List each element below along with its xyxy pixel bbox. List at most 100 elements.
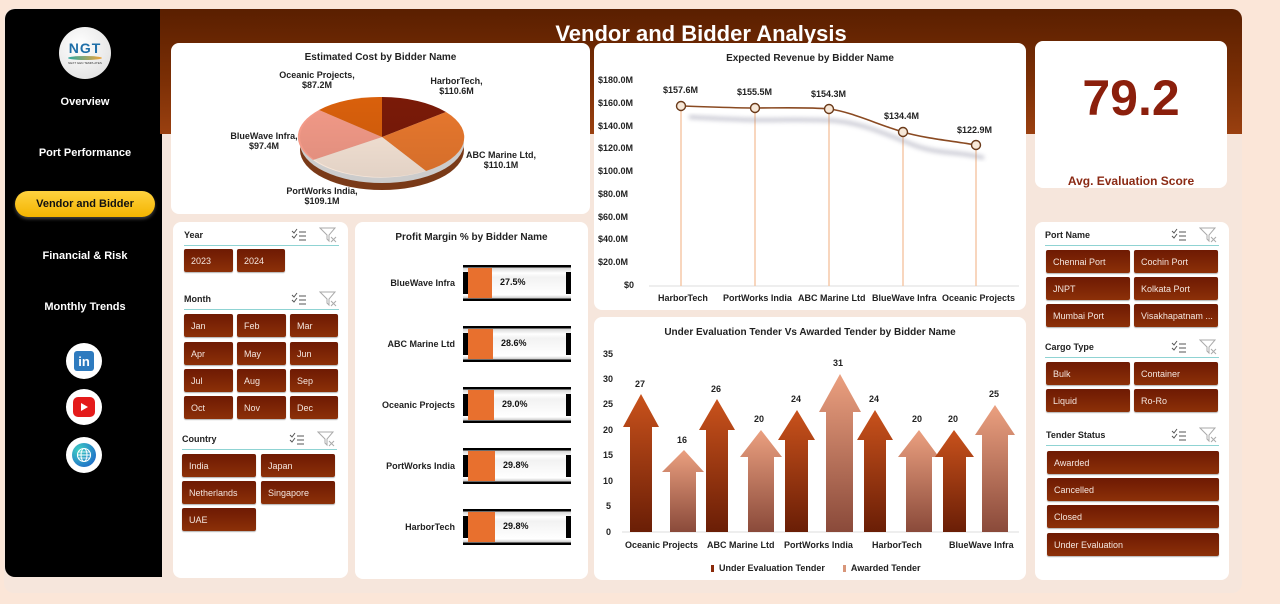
slicer-title-cargo: Cargo Type — [1045, 342, 1094, 352]
slicer-item[interactable]: Nov — [237, 396, 286, 419]
globe-icon — [72, 443, 96, 467]
x-tick: ABC Marine Ltd — [798, 293, 866, 303]
clear-filter-icon[interactable] — [1199, 427, 1217, 443]
slicer-item[interactable]: 2024 — [237, 249, 285, 272]
pie-label-harbortech: HarborTech, $110.6M — [430, 76, 483, 96]
data-label: 25 — [989, 389, 1000, 399]
logo-tagline: NEXT GEN TEMPLATES — [68, 61, 102, 65]
slicer-item[interactable]: Singapore — [261, 481, 335, 504]
slicer-item[interactable]: Mumbai Port — [1046, 304, 1130, 327]
data-label: $155.5M — [737, 87, 773, 97]
expected-revenue-line-card: Expected Revenue by Bidder Name $180.0M … — [594, 43, 1026, 310]
nav-vendor-and-bidder[interactable]: Vendor and Bidder — [15, 191, 155, 217]
multi-select-icon[interactable] — [289, 432, 305, 446]
clear-filter-icon[interactable] — [319, 291, 337, 307]
slicer-item[interactable]: Japan — [261, 454, 335, 477]
multi-select-icon[interactable] — [1171, 428, 1187, 442]
slicer-item[interactable]: Bulk — [1046, 362, 1130, 385]
slicer-item[interactable]: Jun — [290, 342, 338, 365]
y-tick: 25 — [603, 399, 614, 409]
data-label: 26 — [711, 384, 722, 394]
kpi-label: Avg. Evaluation Score — [1067, 174, 1195, 188]
tender-comparison-card: Under Evaluation Tender Vs Awarded Tende… — [594, 317, 1026, 580]
linkedin-button[interactable]: in — [66, 343, 102, 379]
x-tick: Oceanic Projects — [625, 540, 699, 550]
y-tick: 20 — [603, 425, 614, 435]
slicer-item[interactable]: Feb — [237, 314, 286, 337]
slicer-item[interactable]: Ro-Ro — [1134, 389, 1218, 412]
y-tick: $160.0M — [598, 98, 634, 108]
kpi-value: 79.2 — [1082, 70, 1180, 126]
clear-filter-icon[interactable] — [317, 431, 335, 447]
slicer-item[interactable]: Closed — [1047, 505, 1219, 528]
slicer-item[interactable]: Oct — [184, 396, 233, 419]
slicer-item[interactable]: Awarded — [1047, 451, 1219, 474]
clear-filter-icon[interactable] — [1199, 339, 1217, 355]
slicer-item[interactable]: Sep — [290, 369, 338, 392]
slicer-item[interactable]: 2023 — [184, 249, 233, 272]
pie-label-portworks: PortWorks India, $109.1M — [286, 186, 358, 206]
left-slicers-card: Year 2023 2024 Month Jan Feb Mar Apr May… — [173, 222, 348, 578]
nav-label: Monthly Trends — [44, 301, 126, 313]
slicer-item[interactable]: May — [237, 342, 286, 365]
data-label: $134.4M — [884, 111, 920, 121]
progress-bar: 29.8% — [463, 509, 571, 545]
data-label: 24 — [869, 394, 880, 404]
x-tick: PortWorks India — [723, 293, 792, 303]
multi-select-icon[interactable] — [1171, 228, 1187, 242]
data-label: $157.6M — [663, 85, 699, 95]
nav-monthly-trends[interactable]: Monthly Trends — [15, 294, 155, 320]
nav-financial-risk[interactable]: Financial & Risk — [15, 243, 155, 269]
slicer-item[interactable]: JNPT — [1046, 277, 1130, 300]
slicer-item[interactable]: Liquid — [1046, 389, 1130, 412]
x-tick: Oceanic Projects — [942, 293, 1016, 303]
slicer-title-month: Month — [184, 294, 211, 304]
profit-margin-card: Profit Margin % by Bidder Name BlueWave … — [355, 222, 588, 579]
youtube-icon — [73, 397, 95, 417]
nav-port-performance[interactable]: Port Performance — [15, 140, 155, 166]
slicer-item[interactable]: Apr — [184, 342, 233, 365]
slicer-item[interactable]: Visakhapatnam ... — [1134, 304, 1218, 327]
slicer-item[interactable]: Chennai Port — [1046, 250, 1130, 273]
slicer-item[interactable]: Jan — [184, 314, 233, 337]
y-tick: $40.0M — [598, 234, 629, 244]
x-tick: BlueWave Infra — [949, 540, 1014, 550]
progress-bar: 28.6% — [463, 326, 571, 362]
x-tick: BlueWave Infra — [872, 293, 937, 303]
y-tick: $140.0M — [598, 121, 634, 131]
multi-select-icon[interactable] — [1171, 340, 1187, 354]
legend-item-awarded: Awarded Tender — [842, 563, 921, 573]
website-button[interactable] — [66, 437, 102, 473]
slicer-item[interactable]: UAE — [182, 508, 256, 531]
chart-legend: Under Evaluation Tender Awarded Tender — [711, 563, 921, 573]
clear-filter-icon[interactable] — [1199, 227, 1217, 243]
slicer-item[interactable]: Mar — [290, 314, 338, 337]
data-label: $122.9M — [957, 125, 993, 135]
nav-overview[interactable]: Overview — [15, 89, 155, 115]
slicer-item[interactable]: Jul — [184, 369, 233, 392]
multi-select-icon[interactable] — [291, 228, 307, 242]
youtube-button[interactable] — [66, 389, 102, 425]
y-tick: 5 — [606, 501, 612, 511]
slicer-title-port: Port Name — [1045, 230, 1091, 240]
nav-label: Port Performance — [38, 147, 132, 159]
slicer-item[interactable]: Container — [1134, 362, 1218, 385]
y-tick: 0 — [606, 527, 612, 537]
clear-filter-icon[interactable] — [319, 227, 337, 243]
slicer-item[interactable]: Netherlands — [182, 481, 256, 504]
ngt-logo: NGT NEXT GEN TEMPLATES — [59, 27, 111, 79]
slicer-item[interactable]: Cancelled — [1047, 478, 1219, 501]
chart-title: Under Evaluation Tender Vs Awarded Tende… — [664, 327, 956, 338]
slicer-item[interactable]: Kolkata Port — [1134, 277, 1218, 300]
logo-swoosh — [68, 56, 102, 60]
slicer-item[interactable]: Under Evaluation — [1047, 533, 1219, 556]
slicer-item[interactable]: Cochin Port — [1134, 250, 1218, 273]
multi-select-icon[interactable] — [291, 292, 307, 306]
slicer-item[interactable]: India — [182, 454, 256, 477]
y-tick: $120.0M — [598, 143, 634, 153]
slicer-item[interactable]: Dec — [290, 396, 338, 419]
slicer-title-tender-status: Tender Status — [1046, 430, 1106, 440]
slicer-item[interactable]: Aug — [237, 369, 286, 392]
y-tick: 10 — [603, 476, 614, 486]
estimated-cost-pie-card: Estimated Cost by Bidder Name Oceanic Pr… — [171, 43, 590, 214]
